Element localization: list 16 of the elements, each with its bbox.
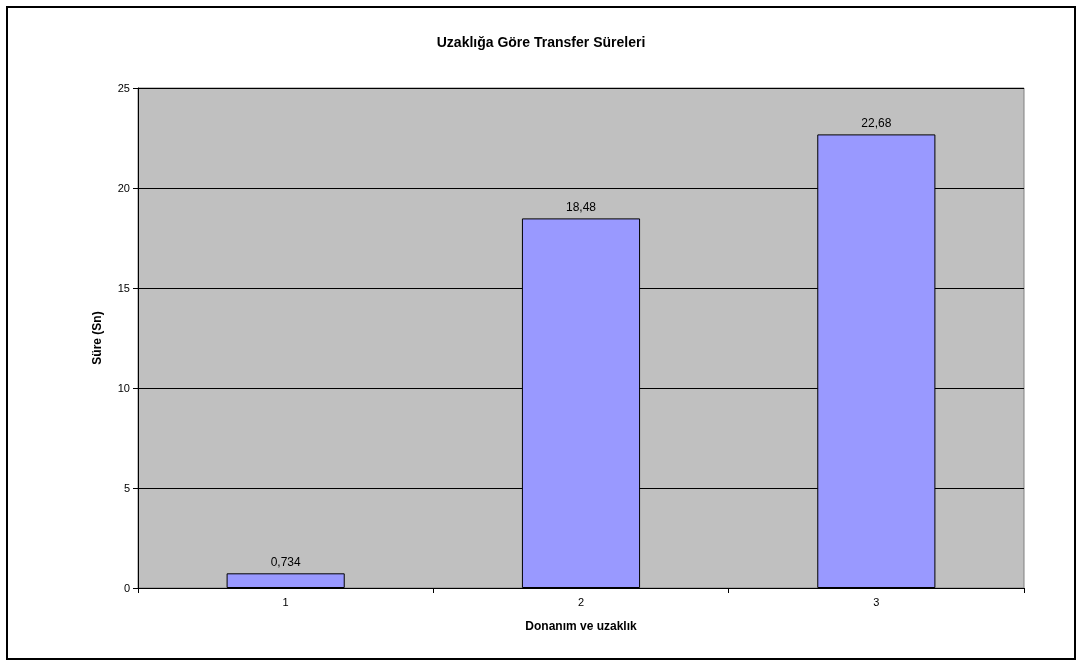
y-tick-label: 20 (117, 182, 130, 194)
chart-title: Uzaklığa Göre Transfer Süreleri (436, 34, 646, 50)
x-axis-title: Donanım ve uzaklık (525, 619, 638, 633)
data-label: 22,68 (861, 116, 892, 131)
data-label: 18,48 (565, 200, 597, 215)
y-tick-label: 10 (117, 382, 130, 394)
x-tick-label: 1 (282, 595, 289, 608)
y-tick-label: 5 (123, 482, 130, 494)
y-tick-label: 25 (117, 82, 130, 94)
bar (226, 573, 345, 588)
data-label: 0,734 (270, 555, 302, 570)
y-tick-label: 0 (123, 582, 130, 594)
y-axis-title: Süre (Sn) (90, 311, 104, 365)
y-tick-label: 15 (117, 282, 130, 294)
x-tick-label: 2 (577, 595, 585, 608)
x-tick-label: 3 (873, 595, 880, 608)
